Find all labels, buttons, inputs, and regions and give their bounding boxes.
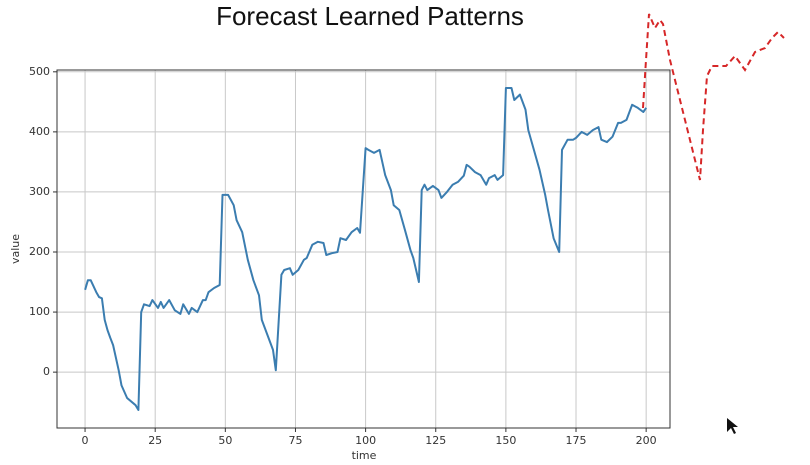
x-tick-label: 125 (425, 434, 446, 447)
plot-area: 0 25 50 75 100 125 150 175 200 0 100 200 300 400 500 (29, 65, 671, 447)
x-axis-label: time (352, 449, 377, 462)
y-tick-label: 500 (29, 65, 50, 78)
chart-title: Forecast Learned Patterns (216, 1, 524, 31)
y-tick-label: 300 (29, 185, 50, 198)
x-tick-label: 75 (288, 434, 302, 447)
y-tick-label: 0 (43, 365, 50, 378)
y-tick-label: 400 (29, 125, 50, 138)
x-tick-label: 50 (218, 434, 232, 447)
y-tick-label: 100 (29, 305, 50, 318)
y-tick-label: 200 (29, 245, 50, 258)
hand-drawn-forecast (642, 13, 785, 181)
x-tick-label: 0 (82, 434, 89, 447)
x-tick-label: 175 (566, 434, 587, 447)
plot-frame (56, 69, 671, 429)
x-tick-label: 25 (148, 434, 162, 447)
x-tick-label: 200 (636, 434, 657, 447)
y-axis-label: value (9, 234, 22, 264)
data-line (84, 87, 648, 411)
x-tick-label: 150 (495, 434, 516, 447)
x-tick-label: 100 (355, 434, 376, 447)
mouse-cursor (727, 418, 738, 434)
